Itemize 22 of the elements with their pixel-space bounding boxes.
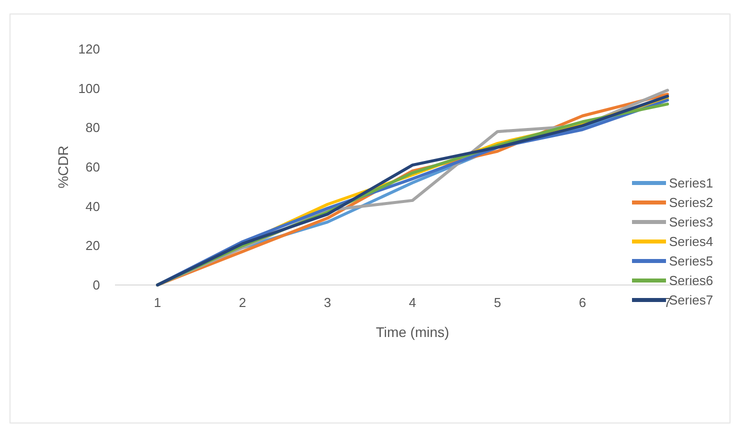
- y-tick-label: 20: [86, 238, 100, 254]
- legend-label: Series2: [669, 195, 714, 210]
- legend-label: Series4: [669, 234, 714, 250]
- x-axis-title: Time (mins): [376, 324, 450, 340]
- y-tick-label: 100: [78, 80, 100, 96]
- x-tick-label: 2: [238, 295, 246, 310]
- legend-label: Series5: [669, 254, 714, 269]
- y-axis-title: %CDR: [55, 146, 71, 188]
- y-tick-label: 60: [86, 160, 100, 175]
- x-tick-label: 4: [408, 295, 416, 310]
- x-tick-label: 6: [578, 295, 586, 310]
- legend-label: Series3: [669, 214, 714, 230]
- y-tick-label: 40: [86, 198, 100, 214]
- y-tick-label: 80: [86, 120, 100, 136]
- legend-label: Series7: [669, 292, 714, 308]
- x-tick-label: 1: [154, 295, 162, 310]
- x-tick-label: 3: [324, 295, 332, 310]
- x-tick-label: 5: [494, 295, 502, 310]
- legend-label: Series1: [669, 176, 714, 191]
- legend-label: Series6: [669, 273, 714, 288]
- y-tick-label: 120: [78, 42, 100, 57]
- y-tick-label: 0: [92, 278, 100, 293]
